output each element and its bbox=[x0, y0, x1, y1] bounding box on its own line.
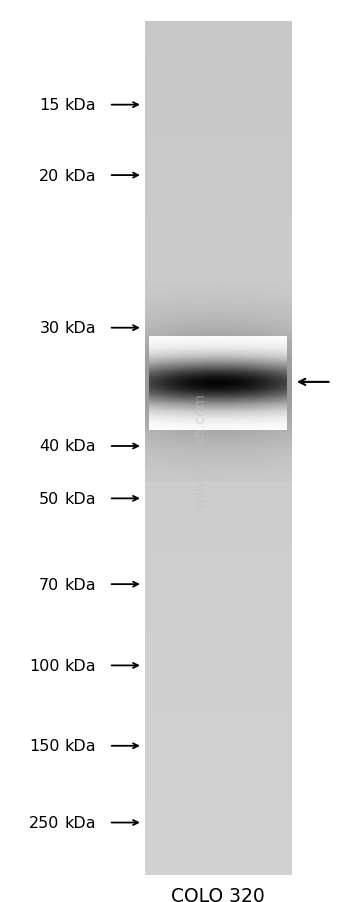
Text: kDa: kDa bbox=[65, 439, 96, 454]
Text: kDa: kDa bbox=[65, 98, 96, 113]
Text: 150: 150 bbox=[29, 739, 60, 753]
Text: 50: 50 bbox=[39, 492, 60, 506]
Text: kDa: kDa bbox=[65, 815, 96, 830]
Text: 40: 40 bbox=[39, 439, 60, 454]
Text: 30: 30 bbox=[39, 321, 60, 336]
Text: kDa: kDa bbox=[65, 492, 96, 506]
Text: kDa: kDa bbox=[65, 739, 96, 753]
Text: 15: 15 bbox=[39, 98, 60, 113]
Text: kDa: kDa bbox=[65, 169, 96, 183]
Text: 70: 70 bbox=[39, 577, 60, 592]
Text: kDa: kDa bbox=[65, 577, 96, 592]
Text: kDa: kDa bbox=[65, 658, 96, 673]
Text: COLO 320: COLO 320 bbox=[171, 886, 265, 902]
Text: 20: 20 bbox=[39, 169, 60, 183]
Text: kDa: kDa bbox=[65, 321, 96, 336]
Text: 100: 100 bbox=[29, 658, 60, 673]
Text: www.ptglab.com: www.ptglab.com bbox=[193, 393, 208, 509]
Text: 250: 250 bbox=[29, 815, 60, 830]
